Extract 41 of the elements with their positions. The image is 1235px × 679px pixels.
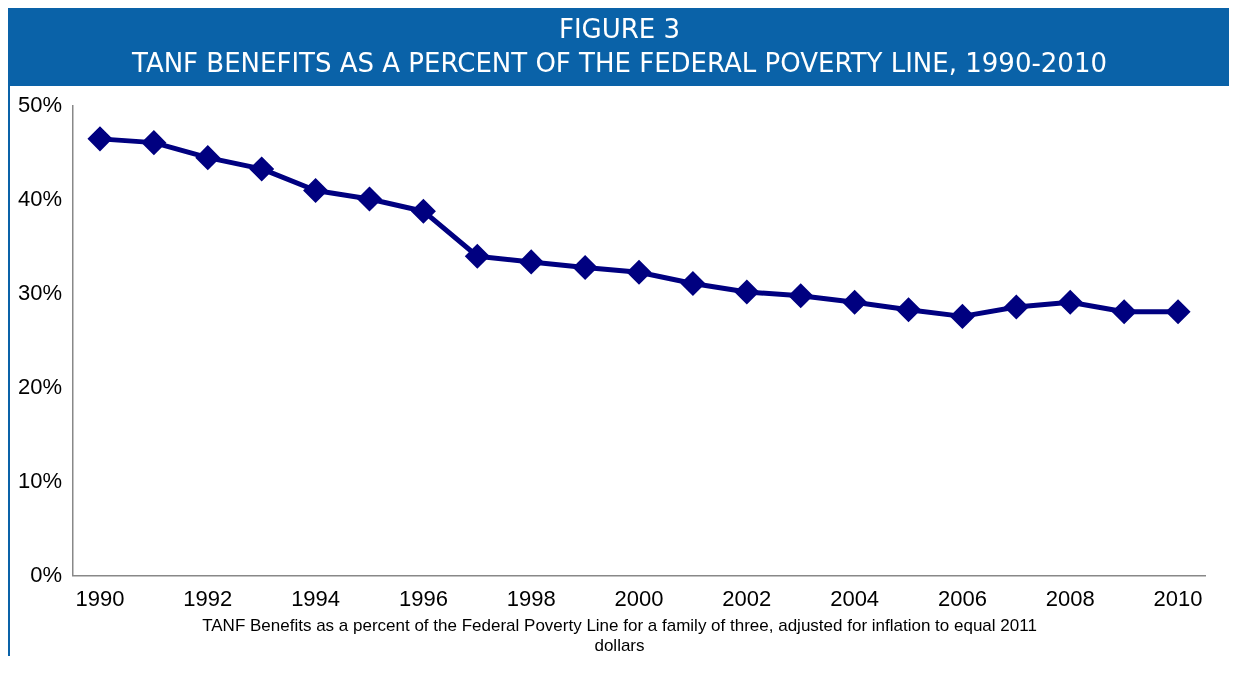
chart-title: FIGURE 3 xyxy=(557,13,682,46)
x-tick-label: 2002 xyxy=(722,585,772,611)
point xyxy=(1004,295,1028,319)
point xyxy=(789,284,813,308)
point xyxy=(304,179,328,203)
point xyxy=(897,298,921,322)
x-tick-label: 2004 xyxy=(830,585,880,611)
point xyxy=(411,199,435,223)
point xyxy=(519,250,543,274)
x-tick-label: 1990 xyxy=(75,585,125,611)
point xyxy=(950,304,974,328)
y-tick-label: 40% xyxy=(17,185,63,211)
point xyxy=(88,127,112,151)
x-tick-label: 2006 xyxy=(937,585,987,611)
point xyxy=(250,157,274,181)
x-tick-label: 1992 xyxy=(183,585,233,611)
x-tick-label: 1994 xyxy=(291,585,341,611)
point xyxy=(843,290,867,314)
text: TANF Benefits as a percent of the Federal Poverty Line for a family of three, adjusted for inflation to equal 2011 dollars xyxy=(201,616,1038,656)
point xyxy=(681,272,705,296)
point xyxy=(1112,300,1136,324)
point xyxy=(573,256,597,280)
point xyxy=(1058,290,1082,314)
x-tick-label: 1998 xyxy=(506,585,556,611)
x-tick-label: 2000 xyxy=(614,585,664,611)
point xyxy=(358,187,381,211)
x-tick-label: 2008 xyxy=(1045,585,1095,611)
y-tick-label: 20% xyxy=(17,373,63,399)
y-tick-label: 50% xyxy=(17,92,63,118)
point xyxy=(196,146,220,170)
x-tick-label: 1996 xyxy=(398,585,448,611)
chart-subtitle: TANF BENEFITS AS A PERCENT OF THE FEDERAL POVERTY LINE, 1990-2010 xyxy=(131,47,1108,80)
point xyxy=(142,131,166,155)
point xyxy=(735,280,759,304)
point xyxy=(1166,300,1190,324)
y-tick-label: 30% xyxy=(17,279,63,305)
point xyxy=(465,244,489,268)
x-tick-label: 2010 xyxy=(1153,585,1203,611)
y-tick-label: 0% xyxy=(30,561,63,587)
point xyxy=(627,260,651,284)
y-tick-label: 10% xyxy=(17,467,63,493)
